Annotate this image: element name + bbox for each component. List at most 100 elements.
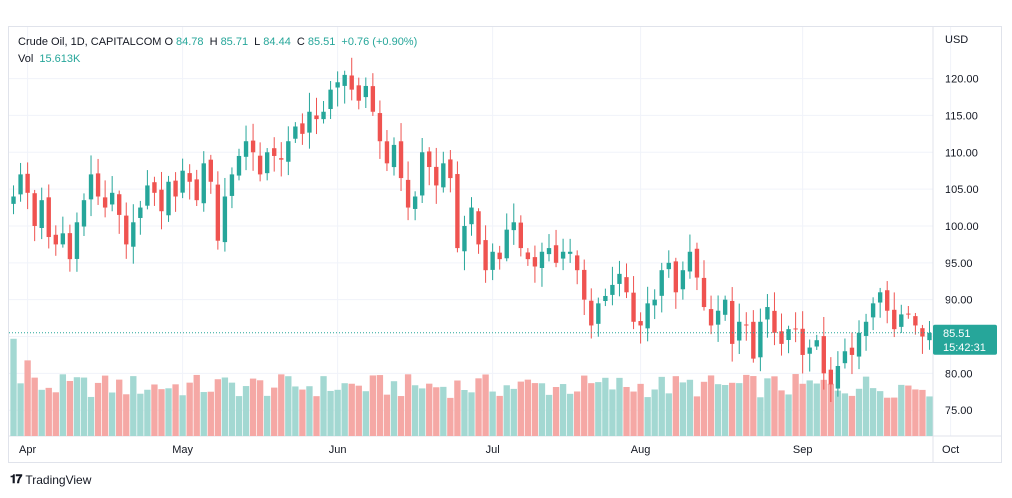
volume-bar <box>813 383 820 436</box>
candle-body <box>715 310 721 325</box>
candle-body <box>412 196 418 209</box>
volume-bar <box>45 387 52 436</box>
candle-body <box>892 309 897 330</box>
volume-bar <box>693 396 701 436</box>
candle-body <box>553 245 559 263</box>
volume-bar <box>644 397 651 436</box>
candle-body <box>222 196 228 243</box>
candle-body <box>39 200 44 228</box>
volume-bar <box>919 389 926 436</box>
candle-body <box>95 173 101 197</box>
volume-bar <box>87 396 95 436</box>
volume-bar <box>144 389 151 436</box>
volume-bar <box>764 378 771 436</box>
candle-body <box>201 163 206 204</box>
candle-body <box>67 233 73 260</box>
open-value: 84.78 <box>176 36 204 48</box>
volume-bar <box>891 397 898 436</box>
volume-bar <box>214 379 222 436</box>
low-value: 84.44 <box>263 36 291 48</box>
volume-bar <box>306 386 313 436</box>
volume-bar <box>461 390 468 436</box>
volume-bar <box>743 374 750 436</box>
y-tick-label: 80.00 <box>945 368 973 380</box>
volume-value: 15.613K <box>39 53 81 65</box>
candle-body <box>335 82 340 88</box>
x-tick-label: Oct <box>942 444 959 456</box>
candle-body <box>504 229 509 259</box>
candle-body <box>166 181 171 216</box>
candle-body <box>314 115 319 120</box>
volume-bar <box>235 396 243 436</box>
volume-bar <box>496 395 503 436</box>
close-label: C <box>296 36 305 48</box>
y-tick-label: 105.00 <box>945 184 979 196</box>
candle-body <box>694 248 700 278</box>
volume-bar <box>792 374 799 436</box>
volume-bar <box>52 392 59 436</box>
candle-body <box>567 251 573 254</box>
volume-bar <box>482 374 489 436</box>
volume-bar <box>721 385 729 436</box>
volume-bar <box>327 390 334 436</box>
low-label: L <box>254 36 261 48</box>
candle-body <box>476 211 481 245</box>
candle-body <box>138 207 143 218</box>
volume-bar <box>369 375 377 436</box>
candle-body <box>152 182 157 193</box>
candle-body <box>11 196 16 204</box>
volume-bar <box>151 384 158 436</box>
candle-body <box>117 194 122 215</box>
candle-body <box>680 270 686 290</box>
candle-body <box>849 347 855 355</box>
volume-bar <box>588 383 595 436</box>
candle-body <box>539 251 545 268</box>
candle-body <box>102 197 108 208</box>
high-value: 85.71 <box>220 36 249 48</box>
candle-body <box>807 347 812 354</box>
candle-body <box>666 262 671 270</box>
y-tick-label: 110.00 <box>945 147 978 159</box>
candle-body <box>455 174 460 249</box>
candle-body <box>596 303 601 324</box>
volume-bar <box>602 377 609 436</box>
candle-body <box>786 329 791 340</box>
tradingview-brand[interactable]: 𝟏𝟕 TradingView <box>10 472 91 487</box>
volume-bar <box>454 380 461 436</box>
brand-name: TradingView <box>25 472 92 487</box>
volume-bar <box>574 391 581 436</box>
volume-bar <box>73 377 81 436</box>
volume-bar <box>926 396 933 436</box>
candle-body <box>88 174 94 200</box>
volume-bar <box>264 395 271 436</box>
volume-bar <box>475 378 482 436</box>
candle-body <box>159 189 164 212</box>
x-tick-label: Jul <box>486 444 500 456</box>
candle-body <box>18 174 23 195</box>
candle-body <box>257 155 263 175</box>
volume-bar <box>440 386 447 436</box>
chart-frame[interactable] <box>8 26 1002 463</box>
volume-bar <box>10 338 17 436</box>
candle-body <box>758 321 763 358</box>
volume-bar <box>130 376 137 436</box>
y-tick-label: 75.00 <box>945 405 973 417</box>
volume-bar <box>256 380 264 436</box>
volume-bar <box>383 394 391 436</box>
candle-body <box>708 309 714 326</box>
volume-bar <box>538 383 546 436</box>
volume-bar <box>595 382 602 436</box>
candle-body <box>638 321 643 326</box>
volume-bar <box>778 390 785 436</box>
volume-bar <box>517 381 524 436</box>
volume-bar <box>616 377 623 436</box>
candle-body <box>899 314 904 327</box>
volume-bar <box>299 389 306 436</box>
candle-body <box>469 207 474 225</box>
volume-bar <box>390 381 398 436</box>
volume-bar <box>249 378 257 436</box>
candle-body <box>109 192 115 205</box>
candle-body <box>828 369 834 385</box>
volume-bar <box>31 377 38 436</box>
